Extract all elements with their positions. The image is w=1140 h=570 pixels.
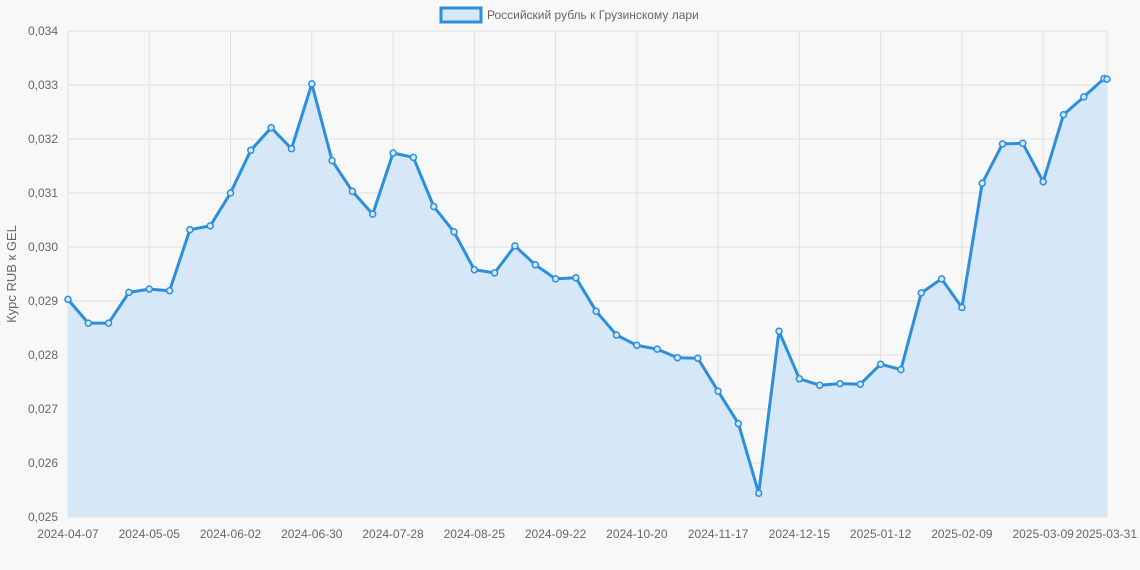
data-point[interactable] [754,489,763,497]
data-point[interactable] [694,354,702,362]
data-point[interactable] [998,140,1007,148]
y-tick-label: 0,031 [28,186,58,200]
y-axis-title: Курс RUB к GEL [4,225,19,323]
data-point[interactable] [429,202,438,211]
data-point[interactable] [937,275,946,283]
data-point[interactable] [1019,139,1027,148]
x-axis-ticks: 2024-04-07 2024-05-05 2024-06-02 2024-06-30… [37,527,1137,541]
legend[interactable]: Российский рубль к Грузинскому лари [439,6,699,24]
data-point[interactable] [368,210,377,218]
data-point[interactable] [572,274,580,282]
data-point[interactable] [795,375,804,383]
legend-label[interactable]: Российский рубль к Грузинскому лари [487,8,699,22]
data-point[interactable] [1080,93,1088,101]
x-tick-label: 2025-01-12 [850,527,912,541]
y-tick-label: 0,028 [28,348,58,362]
x-tick-label: 2025-03-09 [1012,527,1074,541]
data-point[interactable] [876,360,885,368]
x-tick-label: 2024-11-17 [688,527,749,541]
x-tick-label: 2024-04-07 [37,527,99,541]
x-tick-label: 2024-09-22 [525,527,587,541]
data-point[interactable] [125,288,133,297]
data-point[interactable] [104,319,113,327]
y-tick-label: 0,034 [28,24,58,38]
data-point[interactable] [64,295,72,304]
data-point[interactable] [348,187,357,196]
data-point[interactable] [734,419,743,428]
data-point[interactable] [714,387,722,395]
data-point[interactable] [186,225,194,234]
data-point[interactable] [856,380,865,388]
y-tick-label: 0,025 [28,510,58,524]
data-point[interactable] [389,149,397,157]
y-tick-label: 0,030 [28,240,58,254]
x-tick-label: 2025-02-09 [931,527,993,541]
x-tick-label: 2024-10-20 [606,527,668,541]
data-point[interactable] [226,189,235,197]
legend-swatch[interactable] [439,6,483,24]
data-point[interactable] [490,269,499,277]
data-point[interactable] [84,319,93,327]
data-point[interactable] [592,307,600,316]
data-point[interactable] [978,179,986,188]
data-point[interactable] [1039,177,1047,186]
data-point[interactable] [897,365,905,374]
data-point[interactable] [653,345,661,353]
data-point[interactable] [531,261,540,269]
data-point[interactable] [633,341,641,350]
data-point[interactable] [409,153,418,162]
data-point[interactable] [328,156,336,165]
data-point[interactable] [1059,110,1068,119]
data-point[interactable] [815,381,824,389]
data-point[interactable] [247,146,255,155]
y-tick-label: 0,027 [28,402,58,416]
x-tick-label: 2024-08-25 [444,527,506,541]
data-point[interactable] [470,265,479,274]
data-point[interactable] [612,331,621,339]
data-point[interactable] [287,144,296,153]
data-point[interactable] [551,275,560,283]
data-point[interactable] [836,379,844,388]
y-tick-label: 0,029 [28,294,58,308]
data-point[interactable] [267,123,275,132]
x-tick-label: 2024-12-15 [769,527,831,541]
data-point[interactable] [1103,75,1111,83]
points-layer [64,74,1111,497]
data-point[interactable] [511,242,519,250]
data-point[interactable] [450,228,458,236]
y-tick-label: 0,033 [28,78,58,92]
x-tick-label: 2024-06-30 [281,527,343,541]
x-tick-label: 2024-06-02 [200,527,262,541]
data-point[interactable] [958,303,966,312]
data-point[interactable] [206,222,214,230]
y-axis-ticks: 0,025 0,026 0,027 0,028 0,029 0,030 0,031 0,032… [28,24,58,524]
y-tick-label: 0,032 [28,132,58,146]
data-point[interactable] [165,286,174,295]
x-tick-label: 2024-05-05 [119,527,181,541]
x-tick-label: 2025-03-31 [1076,527,1138,541]
data-point[interactable] [308,80,316,88]
data-point[interactable] [917,289,926,297]
data-point[interactable] [775,327,783,335]
x-tick-label: 2024-07-28 [362,527,424,541]
data-point[interactable] [145,285,154,293]
y-tick-label: 0,026 [28,456,58,470]
data-point[interactable] [673,353,682,362]
